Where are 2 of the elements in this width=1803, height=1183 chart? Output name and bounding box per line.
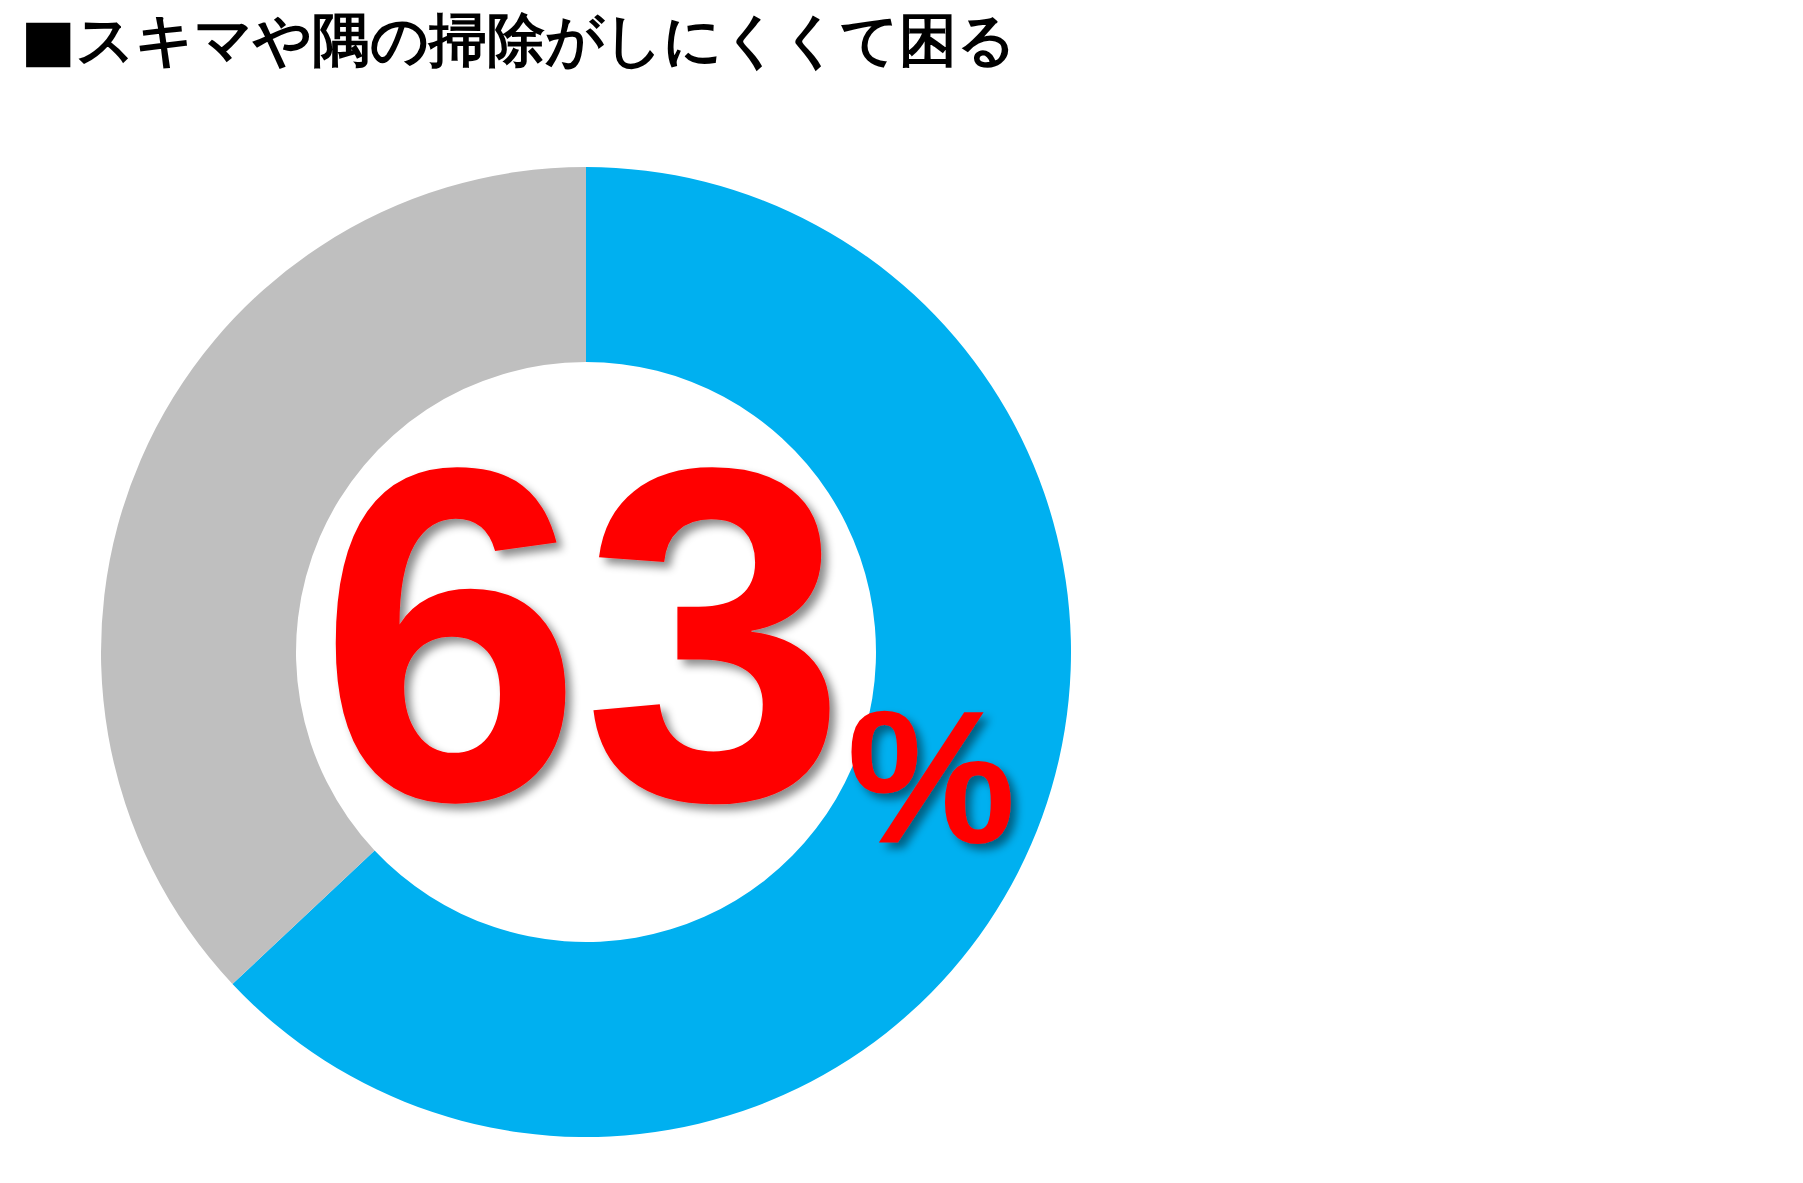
data-label: 63% <box>318 369 1016 900</box>
chart-title: ■スキマや隅の掃除がしにくくて困る <box>21 6 1016 74</box>
